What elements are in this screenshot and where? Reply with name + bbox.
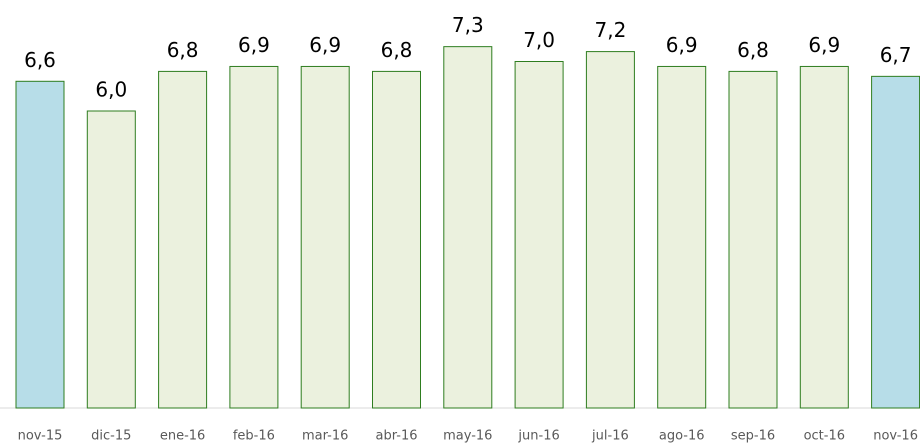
x-tick-label: jun-16 — [517, 429, 559, 443]
x-tick-label: abr-16 — [376, 429, 418, 443]
value-label: 6,6 — [24, 48, 56, 72]
x-tick-label: sep-16 — [731, 429, 775, 443]
bar — [300, 65, 350, 409]
bar — [871, 75, 920, 409]
x-tick-label: ene-16 — [160, 429, 205, 443]
value-label: 7,3 — [452, 13, 484, 37]
bar — [443, 46, 493, 409]
value-label: 6,9 — [808, 33, 840, 57]
x-tick-label: nov-15 — [18, 429, 63, 443]
bar — [514, 61, 564, 409]
x-tick-label: ago-16 — [659, 429, 705, 443]
value-label: 7,0 — [523, 28, 555, 52]
value-label: 6,8 — [381, 38, 413, 62]
value-label: 6,0 — [95, 78, 127, 102]
value-label: 6,8 — [167, 38, 199, 62]
bar — [158, 70, 208, 409]
value-label: 6,9 — [238, 33, 270, 57]
bar — [657, 65, 707, 409]
bar — [728, 70, 778, 409]
bar — [799, 65, 849, 409]
value-label: 6,7 — [880, 43, 912, 67]
x-tick-label: nov-16 — [873, 429, 918, 443]
x-tick-label: oct-16 — [804, 429, 845, 443]
value-label: 6,8 — [737, 38, 769, 62]
bar — [15, 80, 65, 409]
bar — [229, 65, 279, 409]
value-label: 7,2 — [594, 18, 626, 42]
value-label: 6,9 — [666, 33, 698, 57]
x-tick-label: dic-15 — [91, 429, 131, 443]
x-tick-label: feb-16 — [233, 429, 275, 443]
x-tick-label: mar-16 — [302, 429, 348, 443]
value-label: 6,9 — [309, 33, 341, 57]
x-tick-label: may-16 — [443, 429, 492, 443]
bar — [585, 51, 635, 409]
bar — [372, 70, 421, 409]
bar — [86, 110, 136, 409]
x-tick-label: jul-16 — [591, 429, 629, 443]
